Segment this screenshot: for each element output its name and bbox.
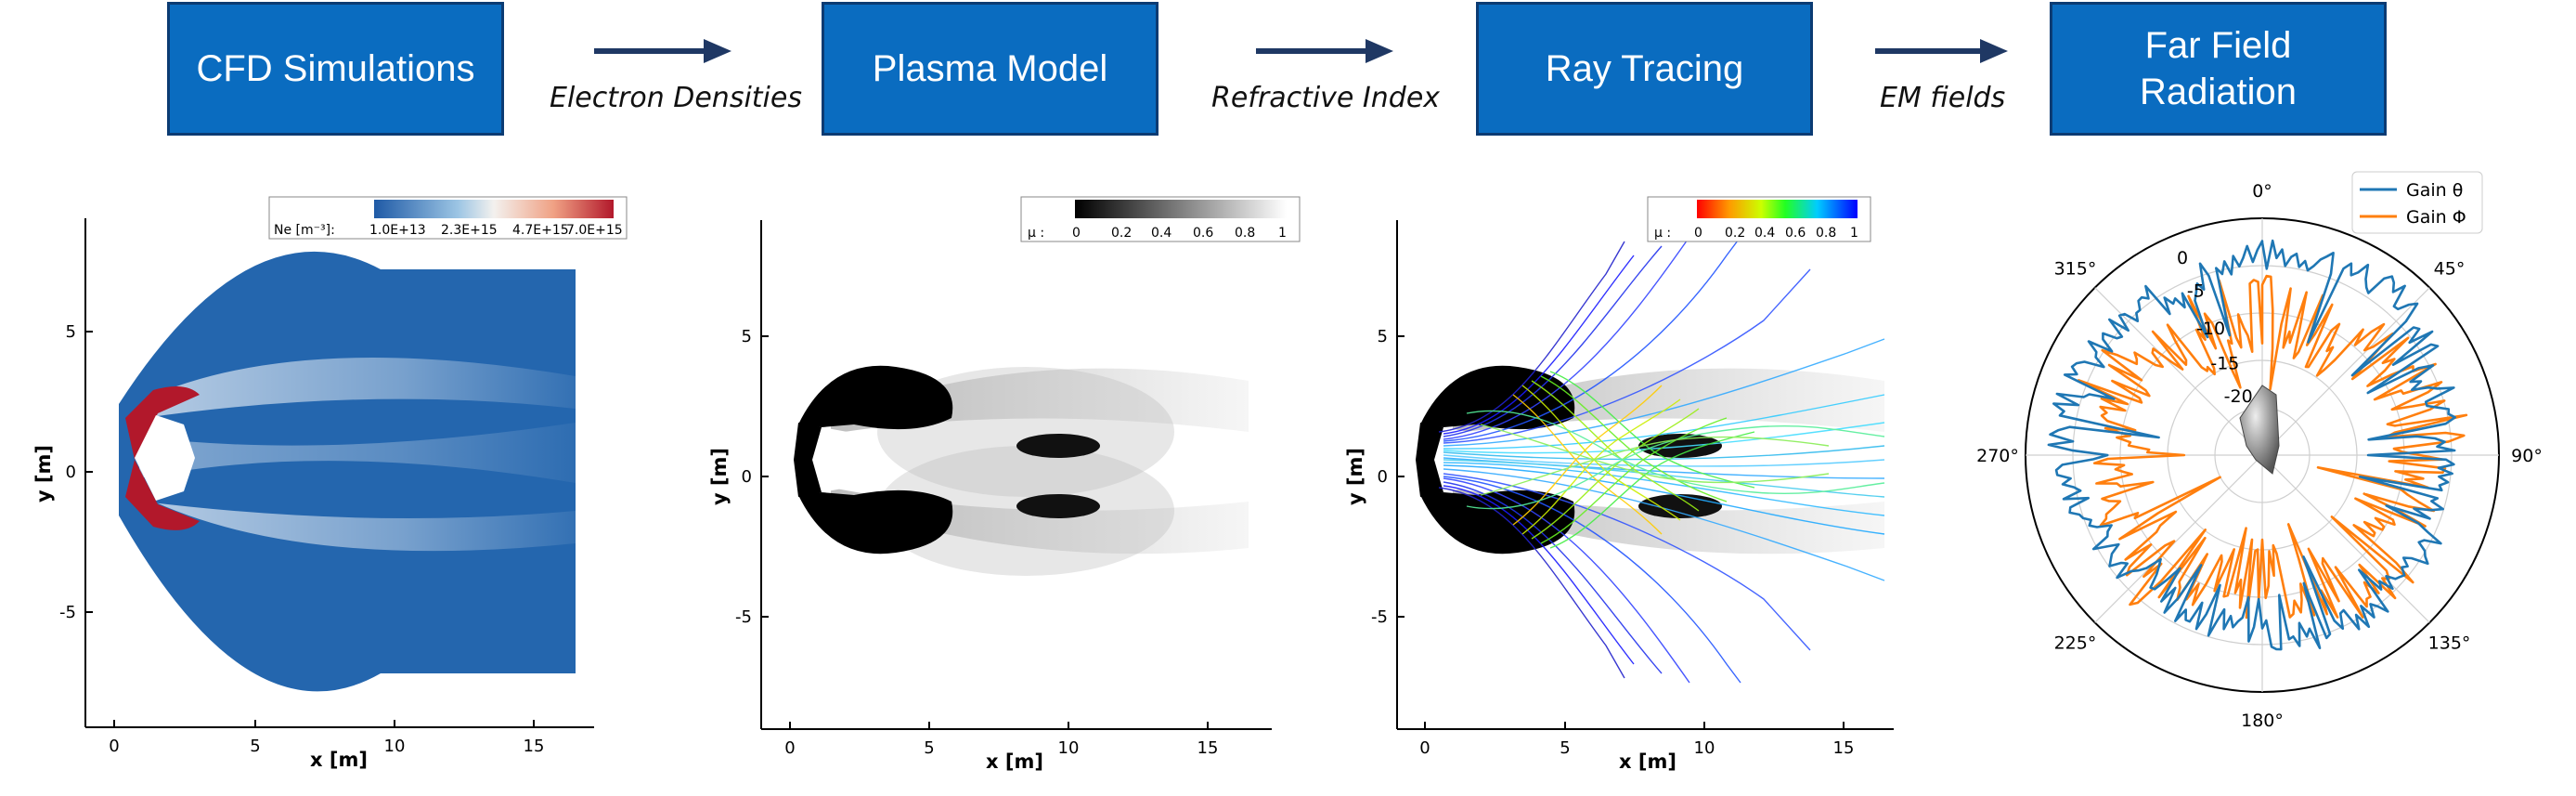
- x-tick-label: 5: [924, 738, 934, 758]
- y-tick-label: 0: [1378, 467, 1388, 487]
- x-axis-label: x [m]: [986, 750, 1043, 773]
- x-tick-label: 5: [250, 737, 260, 756]
- polar-series: [2047, 239, 2468, 651]
- x-axis-label: x [m]: [310, 749, 368, 771]
- polar-radial-label: -10: [2196, 319, 2225, 339]
- x-tick-label: 15: [1833, 738, 1855, 758]
- y-axis-label: y [m]: [708, 448, 731, 505]
- polar-legend: Gain θ Gain Φ: [2351, 171, 2483, 234]
- plasma-colorbar-label: μ :: [1028, 226, 1044, 241]
- plasma-colorbar: μ : 0 0.2 0.4 0.6 0.8 1: [1020, 196, 1301, 242]
- ray-colorbar-label: μ :: [1654, 226, 1671, 241]
- step-ray-tracing: Ray Tracing: [1476, 2, 1813, 136]
- edge-label-refractive-index: Refractive Index: [1211, 82, 1441, 114]
- ray-tracing-plot: μ : 0 0.2 0.4 0.6 0.8 1 0 5 10 15 5 0 -5…: [1344, 196, 1894, 773]
- cfd-colorbar-tick: 7.0E+15: [566, 223, 623, 238]
- plasma-colorbar-tick: 0.8: [1235, 226, 1255, 241]
- arrow-icon: [1875, 39, 2008, 63]
- polar-angle-label: 0°: [2252, 181, 2272, 202]
- plasma-colorbar-tick: 0: [1072, 226, 1081, 241]
- series-gain-phi: [2077, 274, 2468, 620]
- axes: [84, 218, 594, 728]
- y-axis-label: y [m]: [32, 445, 55, 502]
- polar-labels: 0° 45° 90° 135° 180° 225° 270° 315° 0 -5 -10 -15 -20: [1976, 181, 2543, 731]
- x-tick-label: 10: [384, 737, 406, 756]
- legend-gain-theta: Gain θ: [2406, 180, 2463, 201]
- step-far-field-radiation: Far Field Radiation: [2050, 2, 2387, 136]
- plasma-colorbar-tick: 0.2: [1111, 226, 1132, 241]
- ray-colorbar-tick: 0: [1694, 226, 1702, 241]
- step-plasma-model: Plasma Model: [822, 2, 1159, 136]
- cfd-colorbar: Ne [m⁻³]: 1.0E+13 2.3E+15 4.7E+15 7.0E+1…: [268, 196, 628, 240]
- y-tick-label: 0: [742, 467, 752, 487]
- plasma-plot: μ : 0 0.2 0.4 0.6 0.8 1 0 5 10 15 5 0 -5…: [708, 196, 1301, 773]
- cfd-colorbar-tick: 2.3E+15: [441, 223, 498, 238]
- plasma-colorbar-tick: 0.6: [1193, 226, 1213, 241]
- y-tick-label: 5: [66, 322, 76, 342]
- x-tick-label: 0: [109, 737, 119, 756]
- ray-colorbar-tick: 0.2: [1725, 226, 1745, 241]
- arrow-icon: [1256, 39, 1393, 63]
- polar-radial-label: -20: [2224, 386, 2253, 407]
- x-tick-label: 5: [1560, 738, 1570, 758]
- ray-colorbar: μ : 0 0.2 0.4 0.6 0.8 1: [1647, 196, 1871, 242]
- x-tick-label: 10: [1694, 738, 1715, 758]
- polar-grid: [2025, 217, 2500, 693]
- axes: [1396, 220, 1894, 730]
- polar-angle-label: 270°: [1976, 446, 2019, 466]
- polar-radial-label: 0: [2177, 248, 2188, 268]
- x-axis-label: x [m]: [1619, 750, 1676, 773]
- ray-colorbar-tick: 0.8: [1816, 226, 1836, 241]
- x-tick-label: 10: [1058, 738, 1080, 758]
- series-gain-theta: [2047, 239, 2456, 651]
- y-tick-label: -5: [1371, 607, 1388, 627]
- ray-paths: [1438, 236, 1885, 684]
- polar-radial-label: -5: [2187, 281, 2205, 302]
- plasma-colorbar-tick: 0.4: [1151, 226, 1171, 241]
- cfd-field: [119, 251, 576, 692]
- y-tick-label: 0: [66, 463, 76, 482]
- x-tick-label: 15: [524, 737, 545, 756]
- cfd-colorbar-label: Ne [m⁻³]:: [274, 223, 335, 238]
- plasma-field: [794, 283, 1249, 650]
- y-tick-label: -5: [735, 607, 752, 627]
- arrow-icon: [594, 39, 731, 63]
- step-cfd-simulations: CFD Simulations: [167, 2, 504, 136]
- polar-angle-label: 90°: [2511, 446, 2543, 466]
- x-tick-label: 15: [1197, 738, 1219, 758]
- polar-spoke: [2094, 454, 2263, 623]
- polar-angle-label: 225°: [2054, 633, 2097, 654]
- polar-spoke: [2261, 287, 2430, 456]
- y-axis-label: y [m]: [1344, 448, 1366, 505]
- polar-radial-label: -15: [2210, 354, 2239, 374]
- edge-label-electron-densities: Electron Densities: [550, 82, 802, 114]
- edge-label-em-fields: EM fields: [1880, 82, 2006, 114]
- y-tick-label: 5: [1378, 327, 1388, 346]
- axes: [760, 220, 1272, 730]
- x-tick-label: 0: [1419, 738, 1430, 758]
- polar-angle-label: 180°: [2241, 711, 2284, 731]
- cfd-plot: Ne [m⁻³]: 1.0E+13 2.3E+15 4.7E+15 7.0E+1…: [32, 196, 628, 771]
- polar-angle-label: 135°: [2428, 633, 2471, 654]
- y-tick-label: 5: [742, 327, 752, 346]
- cfd-colorbar-tick: 1.0E+13: [369, 223, 426, 238]
- polar-angle-label: 315°: [2054, 258, 2097, 279]
- polar-spoke: [2261, 454, 2430, 623]
- far-field-polar-plot: 0° 45° 90° 135° 180° 225° 270° 315° 0 -5 -10 -15 -20…: [1976, 171, 2543, 731]
- vehicle-model: [2239, 385, 2280, 475]
- legend-gain-phi: Gain Φ: [2406, 207, 2466, 228]
- ray-colorbar-tick: 0.4: [1754, 226, 1775, 241]
- polar-angle-label: 45°: [2434, 258, 2466, 279]
- plasma-colorbar-tick: 1: [1278, 226, 1287, 241]
- ray-colorbar-tick: 0.6: [1785, 226, 1806, 241]
- y-tick-label: -5: [59, 603, 76, 622]
- cfd-colorbar-tick: 4.7E+15: [512, 223, 569, 238]
- ray-colorbar-tick: 1: [1850, 226, 1858, 241]
- x-tick-label: 0: [784, 738, 795, 758]
